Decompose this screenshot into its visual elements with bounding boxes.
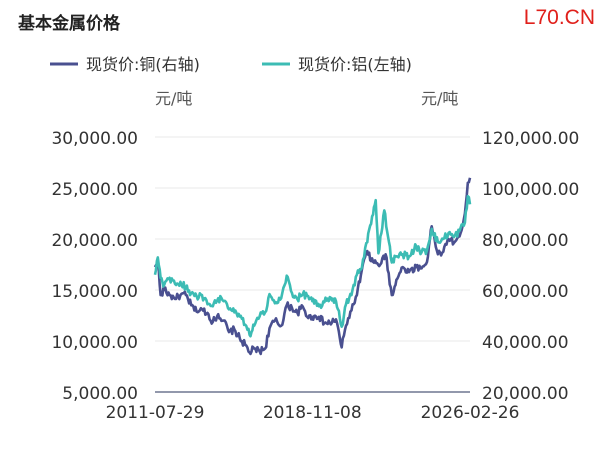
right-axis-ticks: 20,000.00 40,000.00 60,000.00 80,000.00 100,…: [482, 129, 579, 404]
chart-grid: [155, 136, 470, 342]
right-tick-label: 60,000.00: [482, 282, 569, 302]
left-axis-ticks: 5,000.00 10,000.00 15,000.00 20,000.00 25,00…: [51, 129, 138, 404]
watermark: L70.CN: [523, 6, 595, 29]
left-tick-label: 20,000.00: [51, 231, 138, 251]
series-line-aluminum: [153, 194, 472, 338]
legend-label-aluminum: 现货价:铝(左轴): [298, 55, 412, 74]
x-tick-label: 2011-07-29: [106, 403, 205, 423]
left-tick-label: 30,000.00: [51, 129, 138, 149]
right-tick-label: 20,000.00: [482, 384, 569, 404]
chart-title: 基本金属价格: [18, 14, 120, 34]
series-line-copper: [153, 177, 472, 356]
x-axis-ticks: 2011-07-29 2018-11-08 2026-02-26: [106, 403, 520, 423]
legend: 现货价:铜(右轴) 现货价:铝(左轴): [50, 55, 412, 74]
left-axis-unit: 元/吨: [155, 89, 192, 108]
left-tick-label: 5,000.00: [62, 384, 138, 404]
x-tick-label: 2026-02-26: [421, 403, 520, 423]
right-tick-label: 120,000.00: [482, 129, 579, 149]
left-tick-label: 10,000.00: [51, 333, 138, 353]
legend-label-copper: 现货价:铜(右轴): [86, 55, 200, 74]
left-tick-label: 25,000.00: [51, 180, 138, 200]
right-tick-label: 100,000.00: [482, 180, 579, 200]
right-axis-unit: 元/吨: [421, 89, 458, 108]
left-tick-label: 15,000.00: [51, 282, 138, 302]
right-tick-label: 40,000.00: [482, 333, 569, 353]
plot-area: [153, 177, 472, 356]
x-tick-label: 2018-11-08: [263, 403, 362, 423]
right-tick-label: 80,000.00: [482, 231, 569, 251]
